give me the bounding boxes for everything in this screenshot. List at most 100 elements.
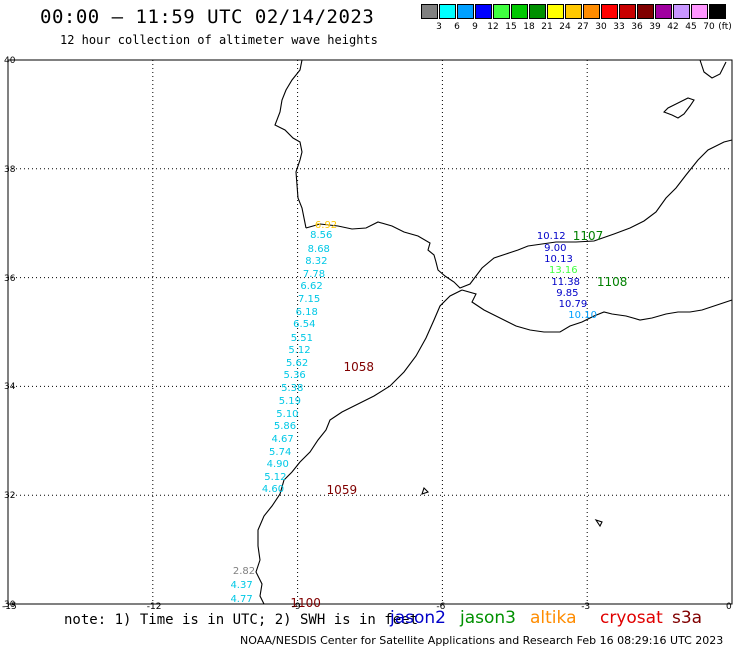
wave-height-value: 8.68 <box>307 244 330 256</box>
satellite-legend-item: altika <box>530 608 577 628</box>
legend-label: 18 <box>523 22 535 32</box>
legend-swatch <box>583 4 600 19</box>
wave-height-value: 4.60 <box>261 483 285 495</box>
footer-note: note: 1) Time is in UTC; 2) SWH is in fe… <box>64 612 419 628</box>
graticule <box>8 60 732 604</box>
coast-portugal <box>274 59 307 229</box>
lon-label: -12 <box>146 602 162 612</box>
lat-label: 34 <box>4 382 16 393</box>
wave-height-value: 2.82 <box>232 566 256 578</box>
lat-label: 32 <box>4 491 16 502</box>
legend-label: 39 <box>649 22 661 32</box>
wave-height-value: 4.90 <box>266 459 289 471</box>
legend-label: 45 <box>685 22 697 32</box>
legend-label: 70 <box>703 22 715 32</box>
wave-height-value: 5.19 <box>278 395 301 407</box>
lat-label: 38 <box>4 164 16 175</box>
coast-baleares <box>699 59 727 79</box>
wave-height-value: 6.18 <box>295 306 318 318</box>
legend-label: 3 <box>436 22 442 32</box>
wave-height-value: 9.00 <box>544 243 567 255</box>
wave-height-value: 13.16 <box>549 265 578 277</box>
legend-swatch <box>457 4 474 19</box>
legend-label: 21 <box>541 22 553 32</box>
legend-swatch <box>691 4 708 19</box>
legend-label: 42 <box>667 22 679 32</box>
legend-swatch <box>601 4 618 19</box>
legend-swatch <box>709 4 726 19</box>
coast-island-1 <box>663 97 695 119</box>
lon-label: 0 <box>726 602 732 612</box>
legend-swatch <box>655 4 672 19</box>
coast-north-africa <box>461 289 733 333</box>
legend-swatch <box>637 4 654 19</box>
wave-height-value: 10.13 <box>544 254 573 266</box>
satellite-legend-item: cryosat <box>600 608 663 628</box>
lon-label: -9 <box>291 602 301 612</box>
wave-height-value: 5.36 <box>283 369 306 381</box>
wave-height-value: 4.67 <box>271 433 294 445</box>
legend-label: 12 <box>487 22 499 32</box>
legend-swatch <box>439 4 456 19</box>
coast-canary <box>594 518 603 528</box>
lon-label: -15 <box>2 602 17 612</box>
wave-height-value: 4.37 <box>230 580 253 592</box>
map-subtitle: 12 hour collection of altimeter wave hei… <box>60 33 378 47</box>
credit-line: NOAA/NESDIS Center for Satellite Applica… <box>240 634 724 647</box>
legend-swatch <box>547 4 564 19</box>
wave-height-value: 6.92 <box>314 219 338 231</box>
legend-label: 15 <box>505 22 517 32</box>
track-time-label: 1100 <box>290 595 321 610</box>
lat-label: 40 <box>4 56 16 66</box>
wave-height-value: 6.62 <box>300 281 323 293</box>
wave-height-value: 10.10 <box>568 309 597 321</box>
legend-swatch <box>529 4 546 19</box>
wave-height-value: 9.85 <box>556 287 579 299</box>
legend-label: 33 <box>613 22 625 32</box>
legend-label: 6 <box>454 22 460 32</box>
legend-label: 9 <box>472 22 478 32</box>
legend-label: 27 <box>577 22 589 32</box>
satellite-legend-item: s3a <box>672 608 703 628</box>
legend-swatch <box>493 4 510 19</box>
legend-label: 24 <box>559 22 571 32</box>
legend-swatch <box>475 4 492 19</box>
legend-swatch <box>511 4 528 19</box>
wave-height-value: 5.86 <box>273 421 297 433</box>
legend-swatch <box>673 4 690 19</box>
wave-height-value: 8.32 <box>305 256 328 268</box>
map-title: 00:00 – 11:59 UTC 02/14/2023 <box>40 6 375 28</box>
wave-height-value: 8.56 <box>310 230 333 242</box>
track-time-label: 1058 <box>343 360 374 375</box>
track-time-label: 1108 <box>596 274 628 289</box>
wave-height-value: 11.38 <box>551 277 581 289</box>
lat-label: 36 <box>4 273 16 284</box>
wave-height-value: 5.38 <box>281 383 304 395</box>
wave-height-value: 7.15 <box>298 294 321 306</box>
map-frame <box>7 59 733 605</box>
coastline <box>255 59 733 605</box>
wave-height-value: 10.79 <box>558 298 588 310</box>
legend-label: 36 <box>631 22 643 32</box>
legend-swatch <box>565 4 582 19</box>
coast-south-iberia <box>305 139 733 289</box>
lat-label: 30 <box>4 600 16 610</box>
coast-west-africa <box>255 289 463 605</box>
lon-label: -6 <box>436 602 446 612</box>
legend-unit: (ft) <box>718 22 732 32</box>
wave-height-value: 5.12 <box>288 345 311 357</box>
satellite-legend-item: jason3 <box>460 608 516 628</box>
wave-height-value: 5.51 <box>290 332 314 344</box>
legend-swatch <box>619 4 636 19</box>
legend-swatch <box>421 4 438 19</box>
wave-height-value: 5.74 <box>269 446 292 458</box>
coast-island-madeira <box>421 486 430 495</box>
track-time-label: 1059 <box>326 482 358 497</box>
wave-height-value: 4.77 <box>230 593 253 605</box>
lon-label: -3 <box>581 602 591 612</box>
track-time-label: 1107 <box>572 229 604 244</box>
wave-height-value: 5.12 <box>264 471 287 483</box>
legend-label: 30 <box>595 22 607 32</box>
